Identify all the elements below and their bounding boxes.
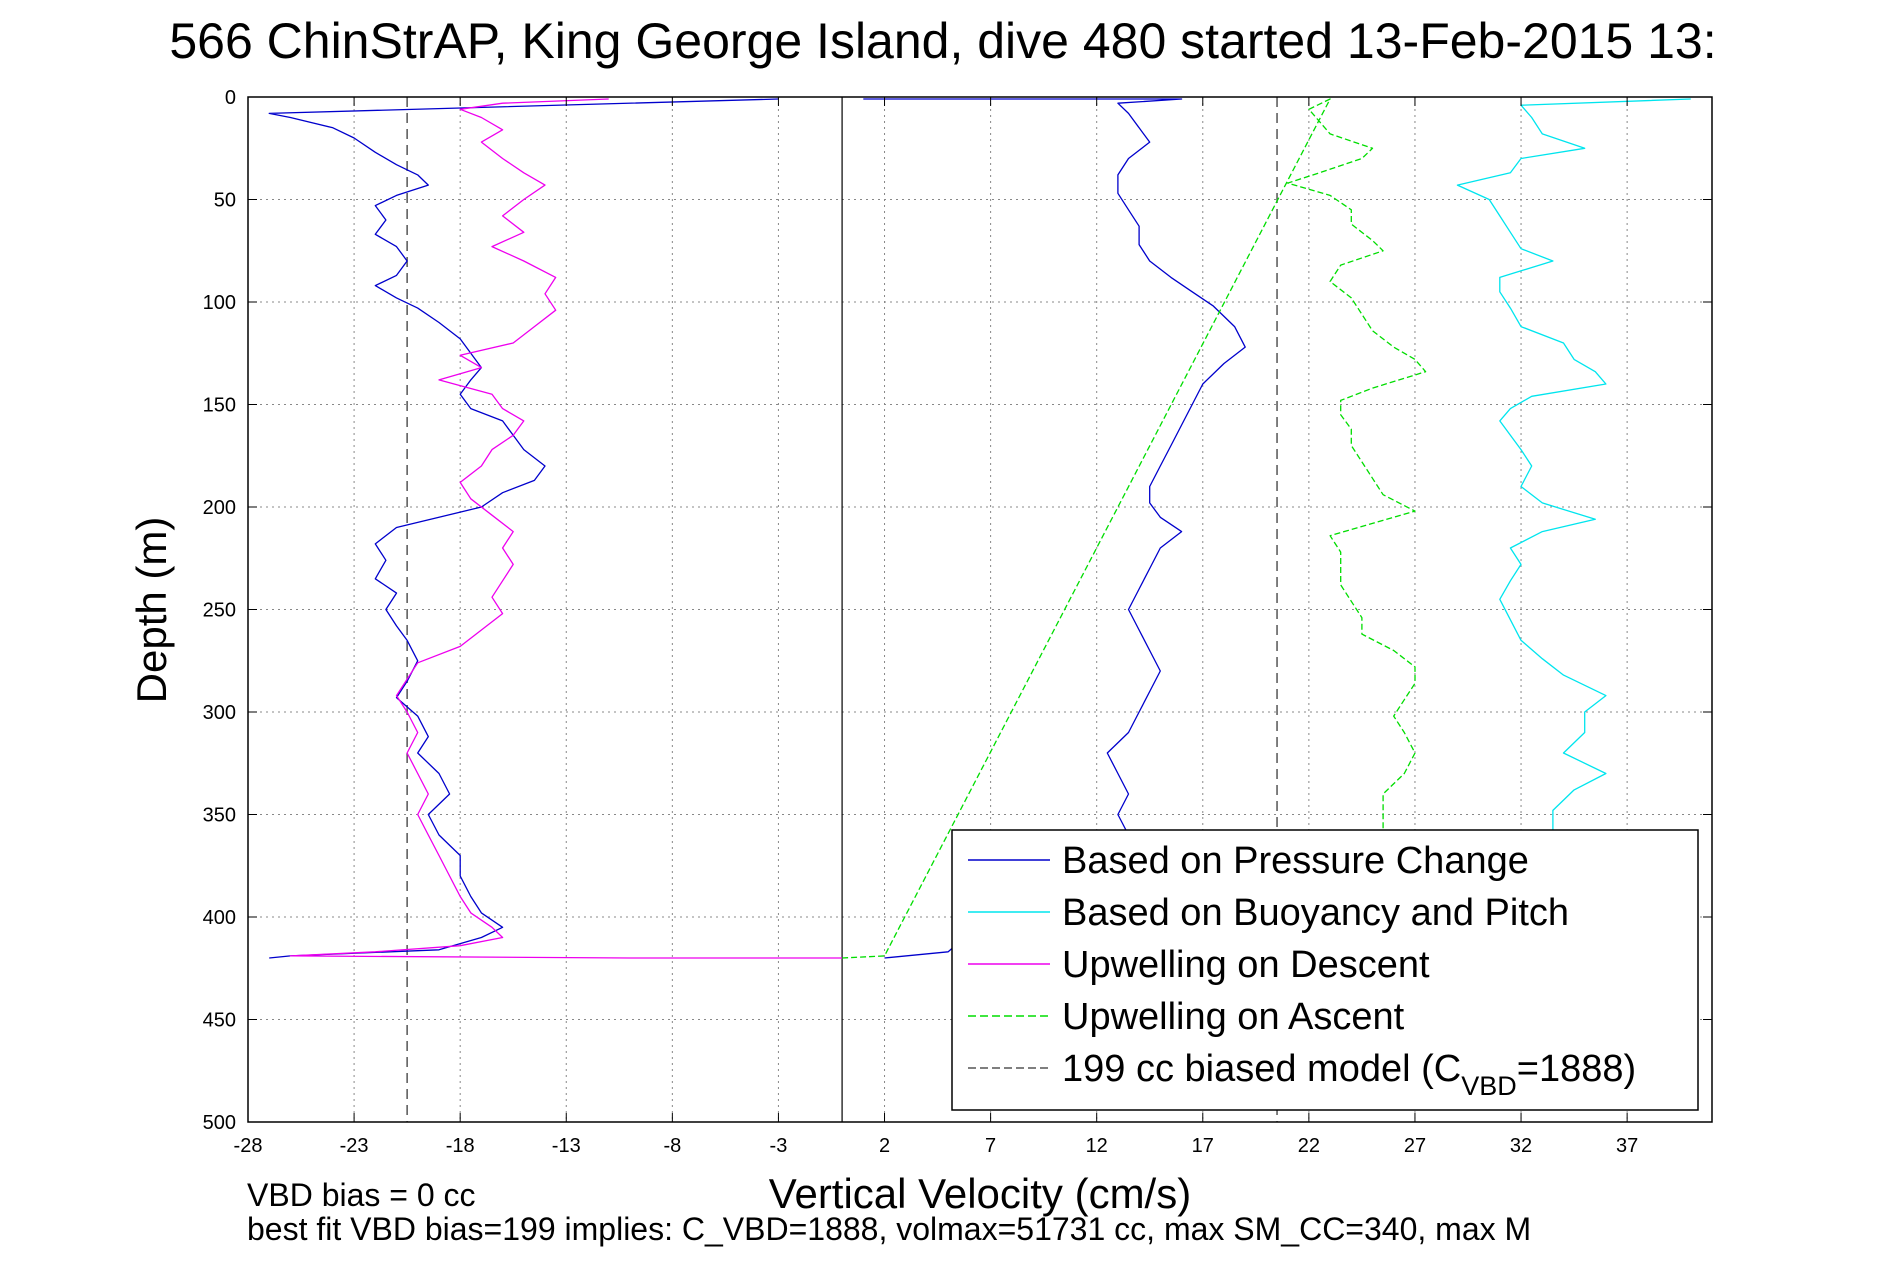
y-tick-labels: 0 50 100 150 200 250 300 350 400 450 500 bbox=[203, 87, 236, 1134]
series-upwelling_ascent-line bbox=[842, 98, 1427, 959]
x-tick-label: -28 bbox=[234, 1135, 263, 1157]
legend-label-model: 199 cc biased model (CVBD=1888) bbox=[1062, 1048, 1636, 1101]
y-tick-label: 450 bbox=[203, 1010, 236, 1032]
x-tick-label: -18 bbox=[446, 1135, 475, 1157]
chart-title: 566 ChinStrAP, King George Island, dive … bbox=[169, 13, 1716, 69]
y-tick-label: 150 bbox=[203, 395, 236, 417]
x-tick-label: -13 bbox=[552, 1135, 581, 1157]
legend-box bbox=[951, 829, 1699, 1111]
x-tick-label: -8 bbox=[663, 1135, 681, 1157]
x-tick-label: -3 bbox=[770, 1135, 788, 1157]
y-tick-label: 200 bbox=[203, 497, 236, 519]
x-tick-label: 17 bbox=[1192, 1135, 1214, 1157]
y-tick-label: 300 bbox=[203, 702, 236, 724]
tick-marks bbox=[247, 96, 1712, 1123]
y-tick-label: 50 bbox=[214, 190, 236, 212]
x-tick-label: 37 bbox=[1616, 1135, 1638, 1157]
y-axis-label: Depth (m) bbox=[128, 517, 175, 704]
series-pressure-line bbox=[268, 98, 779, 959]
x-tick-label: 7 bbox=[985, 1135, 996, 1157]
footer-line-1: VBD bias = 0 cc bbox=[247, 1177, 476, 1213]
x-tick-label: 22 bbox=[1298, 1135, 1320, 1157]
x-tick-label: 32 bbox=[1510, 1135, 1532, 1157]
series-pressure-line bbox=[863, 98, 1246, 959]
legend-label-upwelling_ascent: Upwelling on Ascent bbox=[1062, 996, 1405, 1038]
x-tick-label: 12 bbox=[1086, 1135, 1108, 1157]
y-tick-label: 0 bbox=[225, 87, 236, 109]
y-tick-label: 100 bbox=[203, 292, 236, 314]
x-tick-label: 27 bbox=[1404, 1135, 1426, 1157]
x-tick-label: -23 bbox=[340, 1135, 369, 1157]
y-tick-label: 500 bbox=[203, 1112, 236, 1134]
footer-line-2: best fit VBD bias=199 implies: C_VBD=188… bbox=[247, 1211, 1531, 1247]
y-tick-label: 400 bbox=[203, 907, 236, 929]
y-tick-label: 250 bbox=[203, 600, 236, 622]
series-buoyancy-line bbox=[1456, 98, 1691, 846]
legend-label-upwelling_descent: Upwelling on Descent bbox=[1062, 944, 1430, 986]
y-tick-label: 350 bbox=[203, 805, 236, 827]
legend-label-pressure: Based on Pressure Change bbox=[1062, 840, 1529, 882]
x-axis-label: Vertical Velocity (cm/s) bbox=[769, 1170, 1191, 1217]
x-tick-label: 2 bbox=[879, 1135, 890, 1157]
legend: Based on Pressure Change Based on Buoyanc… bbox=[951, 829, 1699, 1111]
series-upwelling_descent-line bbox=[289, 98, 843, 959]
legend-label-buoyancy: Based on Buoyancy and Pitch bbox=[1062, 892, 1569, 934]
series-layer bbox=[268, 98, 1691, 959]
x-tick-labels: -28 -23 -18 -13 -8 -3 2 7 12 17 22 27 32 37 bbox=[234, 1135, 1639, 1157]
